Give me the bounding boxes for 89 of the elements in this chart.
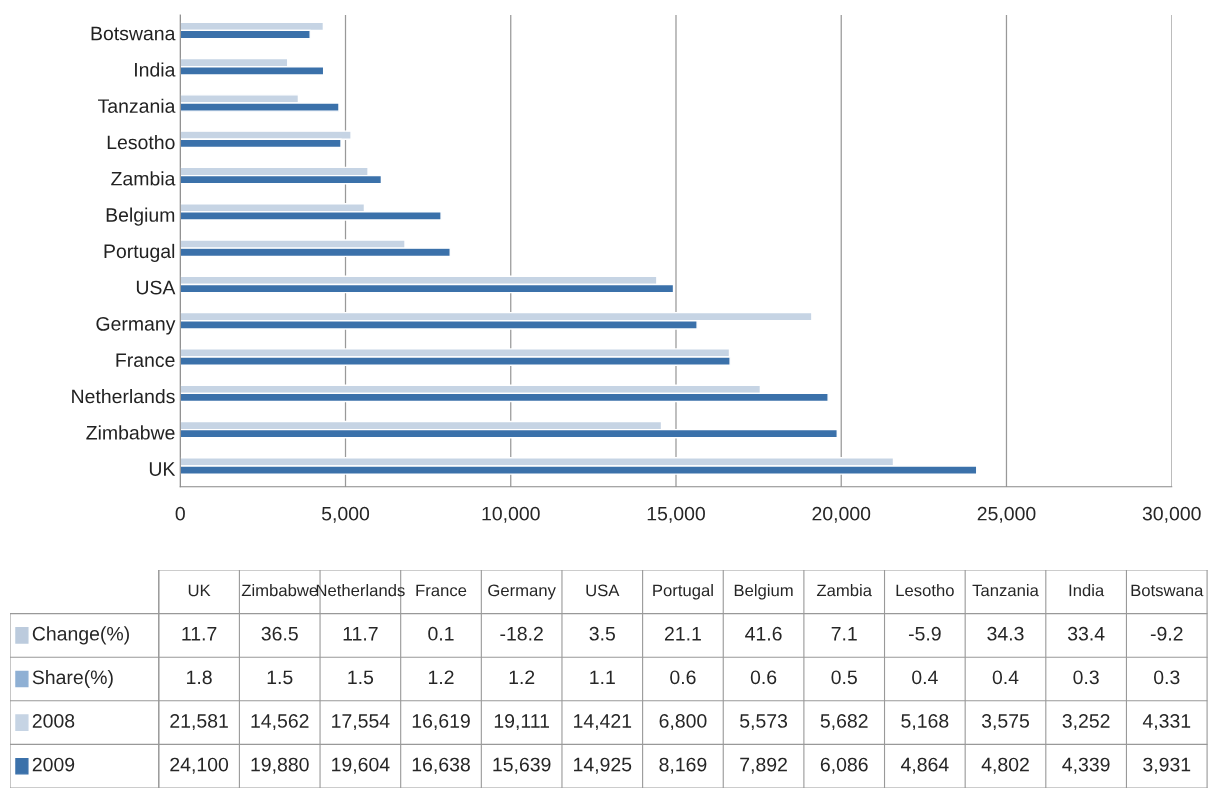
y-tick-label: USA <box>136 280 176 295</box>
category-label: Belgium <box>734 584 793 600</box>
y-tick-label: Botswana <box>91 26 176 41</box>
x-tick-label: 10,000 <box>482 506 540 523</box>
y-tick-label: Tanzania <box>98 98 176 113</box>
data-label: -18.2 <box>500 626 543 641</box>
data-label: 33.4 <box>1067 626 1105 641</box>
category-label: Germany <box>488 584 556 600</box>
data-label: 0.3 <box>1073 670 1099 685</box>
data-label: -5.9 <box>908 626 941 641</box>
data-label: 5,682 <box>820 714 868 731</box>
data-label: 1.5 <box>267 670 293 685</box>
data-label: 1.2 <box>428 670 454 685</box>
legend-label: Share(%) <box>32 669 113 689</box>
data-label: 3,575 <box>981 714 1030 731</box>
data-label: 3.5 <box>589 626 615 641</box>
category-label: India <box>1069 584 1105 597</box>
data-label: 21,581 <box>170 714 228 731</box>
y-tick-label: Portugal <box>104 243 175 262</box>
y-tick-label: Germany <box>96 316 176 335</box>
category-label: Zambia <box>816 584 872 597</box>
data-label: 0.5 <box>831 670 857 685</box>
data-label: 0.6 <box>670 670 696 685</box>
y-tick-label: Zambia <box>111 171 176 186</box>
x-tick-label: 30,000 <box>1142 506 1201 523</box>
data-label: 19,604 <box>332 757 390 774</box>
category-label: France <box>416 584 467 597</box>
category-label: Tanzania <box>972 584 1039 597</box>
data-label: 7.1 <box>831 627 857 641</box>
data-label: 4,802 <box>981 757 1029 774</box>
data-label: 6,086 <box>820 757 868 774</box>
legend-label: Change(%) <box>32 626 129 645</box>
y-tick-label: Belgium <box>106 207 175 226</box>
data-label: 4,339 <box>1062 757 1110 774</box>
data-label: 19,111 <box>494 714 550 731</box>
data-label: 19,880 <box>251 757 309 774</box>
data-label: 3,252 <box>1062 714 1110 731</box>
data-label: 0.4 <box>992 670 1019 685</box>
x-tick-label: 0 <box>175 506 185 521</box>
y-tick-label: Netherlands <box>72 389 175 404</box>
data-label: 16,619 <box>412 714 470 731</box>
data-label: 0.1 <box>428 626 454 641</box>
data-label: 0.3 <box>1154 670 1180 685</box>
data-label: 24,100 <box>170 757 229 774</box>
data-label: 17,554 <box>332 714 390 731</box>
category-label: Zimbabwe <box>241 584 318 597</box>
data-label: 5,168 <box>901 714 949 731</box>
x-tick-label: 20,000 <box>812 506 871 523</box>
category-label: USA <box>586 584 620 597</box>
y-tick-label: India <box>135 62 176 77</box>
data-label: 0.4 <box>912 670 938 685</box>
data-label: 3,931 <box>1143 757 1191 774</box>
data-label: 14,421 <box>574 714 632 731</box>
category-label: UK <box>188 584 211 597</box>
data-label: 5,573 <box>740 714 788 731</box>
y-tick-label: France <box>116 353 175 368</box>
data-label: 41.6 <box>745 626 782 641</box>
data-label: 6,800 <box>659 714 707 731</box>
data-label: 16,638 <box>412 757 470 774</box>
data-label: 4,331 <box>1142 714 1191 731</box>
x-tick-label: 5,000 <box>321 506 370 523</box>
data-label: 11.7 <box>182 627 217 641</box>
data-label: 7,892 <box>740 757 787 774</box>
data-label: 1.5 <box>348 670 374 685</box>
data-label: 0.6 <box>750 670 777 685</box>
legend-label: 2008 <box>32 714 75 728</box>
category-label: Lesotho <box>896 584 954 597</box>
data-label: 4,864 <box>900 757 949 774</box>
category-label: Portugal <box>653 584 713 600</box>
data-label: 14,925 <box>574 757 632 774</box>
y-tick-label: UK <box>149 462 176 476</box>
category-label: Botswana <box>1131 584 1204 597</box>
data-label: 14,562 <box>251 714 309 731</box>
data-label: 15,639 <box>493 757 551 774</box>
data-label: 1.2 <box>509 670 535 685</box>
data-label: -9.2 <box>1150 626 1183 641</box>
category-label: Netherlands <box>316 584 405 597</box>
data-label: 8,169 <box>659 757 707 774</box>
y-tick-label: Lesotho <box>107 134 175 150</box>
x-tick-label: 15,000 <box>647 506 705 523</box>
legend-label: 2009 <box>32 757 75 772</box>
y-tick-label: Zimbabwe <box>86 425 175 440</box>
data-label: 36.5 <box>261 626 298 641</box>
x-tick-label: 25,000 <box>977 506 1036 523</box>
data-label: 1.1 <box>590 670 615 685</box>
data-label: 21.1 <box>664 626 701 641</box>
data-label: 34.3 <box>987 626 1024 641</box>
data-label: 1.8 <box>187 670 212 685</box>
data-label: 11.7 <box>343 627 378 641</box>
